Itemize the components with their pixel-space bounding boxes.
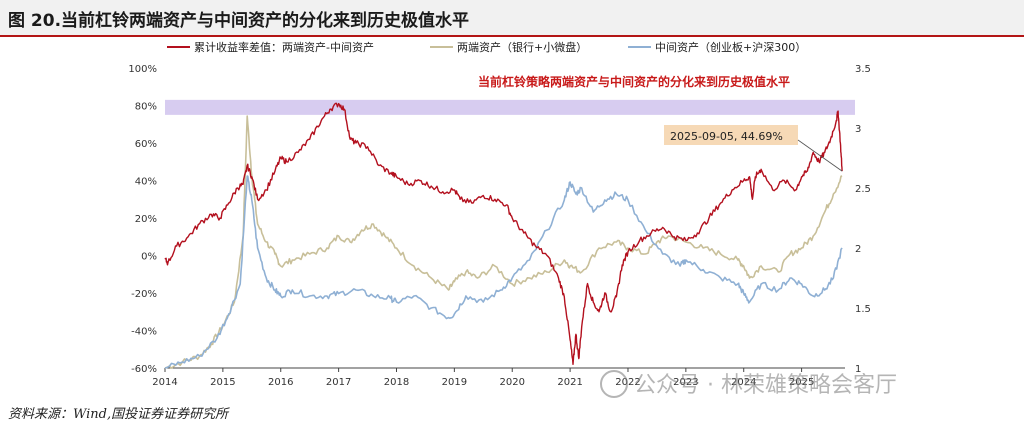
callout-box <box>664 125 798 145</box>
watermark: 公众号 · 林荣雄策略会客厅 <box>600 367 897 400</box>
x-tick-label: 2016 <box>268 377 293 388</box>
chart-area: 100% 80% 60% 40% 20% 0% -20% -40% -60% 3.5 3 2.5 2 1.… <box>128 40 871 388</box>
y-right-tick-label: 3.5 <box>855 64 871 75</box>
x-tick-label: 2017 <box>326 377 351 388</box>
title-bar <box>0 0 1024 36</box>
annotation-title: 当前杠铃策略两端资产与中间资产的分化来到历史极值水平 <box>478 74 790 89</box>
watermark-text: 公众号 · 林荣雄策略会客厅 <box>634 373 897 398</box>
series-line-2 <box>164 175 843 369</box>
y-right-tick-label: 2 <box>855 244 861 255</box>
x-tick-label: 2020 <box>500 377 525 388</box>
y-left-tick-label: -60% <box>131 364 157 375</box>
page-title: 图 20.当前杠铃两端资产与中间资产的分化来到历史极值水平 <box>8 11 470 31</box>
wechat-icon <box>600 370 628 398</box>
callout-label: 2025-09-05, 44.69% <box>670 130 783 143</box>
x-tick-label: 2019 <box>442 377 467 388</box>
series-line-0 <box>164 102 843 365</box>
highlight-band <box>165 99 855 115</box>
y-left-tick-label: 20% <box>135 214 157 225</box>
y-left-tick-label: 0% <box>141 252 157 263</box>
x-tick-label: 2018 <box>384 377 409 388</box>
y-left-tick-label: 80% <box>135 102 157 113</box>
x-tick-label: 2014 <box>152 377 177 388</box>
title-divider <box>0 35 1024 37</box>
y-left-tick-label: -40% <box>131 327 157 338</box>
source-note: 资料来源：Wind,国投证券证券研究所 <box>8 407 229 422</box>
callout-leader <box>797 139 843 172</box>
x-tick-label: 2023 <box>673 377 698 388</box>
legend-item-middle: 中间资产（创业板+沪深300） <box>655 40 806 54</box>
y-right-tick-label: 3 <box>855 124 861 135</box>
series-line-1 <box>164 115 843 369</box>
x-tick-label: 2015 <box>210 377 235 388</box>
y-left-tick-label: 40% <box>135 177 157 188</box>
legend-item-diff: 累计收益率差值：两端资产-中间资产 <box>194 40 374 54</box>
y-right-tick-label: 2.5 <box>855 184 871 195</box>
x-tick-label: 2025 <box>789 377 814 388</box>
y-left-tick-label: 60% <box>135 139 157 150</box>
y-left-tick-label: 100% <box>128 64 157 75</box>
x-tick-label: 2021 <box>557 377 582 388</box>
y-right-tick-label: 1.5 <box>855 304 871 315</box>
x-tick-label: 2024 <box>731 377 756 388</box>
y-left-tick-label: -20% <box>131 289 157 300</box>
y-right-tick-label: 1 <box>855 364 861 375</box>
legend-item-ends: 两端资产（银行+小微盘） <box>457 40 587 54</box>
chart-series <box>164 102 843 369</box>
